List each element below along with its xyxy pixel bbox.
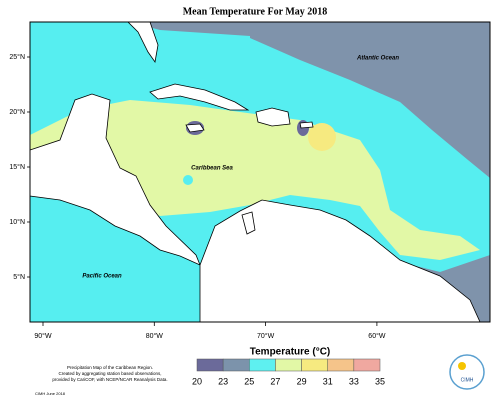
legend-swatch bbox=[222, 358, 250, 372]
legend-swatch bbox=[353, 358, 381, 372]
ocean-label: Atlantic Ocean bbox=[356, 56, 399, 62]
land bbox=[185, 123, 205, 133]
legend-value: 35 bbox=[375, 376, 385, 386]
legend-swatch bbox=[275, 358, 302, 372]
logo-sun bbox=[458, 362, 466, 370]
lon-label: 80°W bbox=[146, 332, 164, 340]
legend-value: 25 bbox=[244, 376, 254, 386]
land bbox=[199, 199, 481, 323]
ocean-label: Pacific Ocean bbox=[82, 274, 122, 280]
map-frame bbox=[29, 21, 491, 323]
title: Mean Temperature For May 2018 bbox=[183, 6, 328, 17]
lat-label: 25°N bbox=[9, 53, 25, 61]
cool-zone bbox=[250, 22, 490, 178]
lon-label: 60°W bbox=[368, 332, 386, 340]
cool-zone bbox=[130, 22, 250, 36]
land bbox=[29, 93, 201, 266]
lat-label: 5°N bbox=[13, 273, 25, 281]
cool-spot bbox=[183, 175, 193, 185]
map: Atlantic Ocean Caribbean Sea Pacific Oce… bbox=[29, 21, 491, 323]
land bbox=[299, 121, 314, 129]
legend-value: 23 bbox=[218, 376, 228, 386]
legend-swatch bbox=[327, 358, 355, 372]
lat-label: 20°N bbox=[9, 108, 25, 116]
land bbox=[241, 211, 256, 235]
lon-label: 90°W bbox=[34, 332, 52, 340]
credit: CIMH June 2018 bbox=[35, 391, 66, 396]
lat-label: 10°N bbox=[9, 218, 25, 226]
logo-text: CIMH bbox=[461, 377, 474, 383]
legend-value: 29 bbox=[297, 376, 307, 386]
lon-label: 70°W bbox=[257, 332, 275, 340]
land bbox=[149, 83, 250, 111]
legend-swatch bbox=[301, 358, 328, 372]
logo bbox=[449, 354, 485, 390]
footer-text: Precipitation Map of the Caribbean Regio… bbox=[67, 365, 153, 370]
legend-swatch bbox=[249, 358, 276, 372]
land bbox=[255, 107, 291, 127]
ocean-label: Caribbean Sea bbox=[191, 166, 233, 172]
legend-value: 33 bbox=[349, 376, 359, 386]
legend-value: 20 bbox=[192, 376, 202, 386]
legend-value: 31 bbox=[323, 376, 333, 386]
lat-label: 15°N bbox=[9, 163, 25, 171]
hot-zone bbox=[308, 123, 336, 151]
warm-zone bbox=[30, 100, 480, 260]
legend-title: Temperature (°C) bbox=[250, 347, 331, 358]
footer-text: provided by CariCOF, with NCEP/NCAR Rean… bbox=[52, 377, 167, 382]
footer-text: Created by aggregating station based obs… bbox=[58, 371, 161, 376]
legend-value: 27 bbox=[270, 376, 280, 386]
legend-swatch bbox=[196, 358, 224, 372]
